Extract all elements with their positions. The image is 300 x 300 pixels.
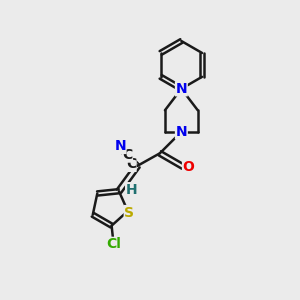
Text: O: O	[183, 160, 194, 174]
Text: N: N	[176, 82, 187, 96]
Text: C: C	[122, 148, 132, 162]
Text: H: H	[126, 183, 137, 197]
Text: Cl: Cl	[106, 237, 121, 251]
Text: S: S	[124, 206, 134, 220]
Text: C: C	[126, 157, 136, 171]
Text: N: N	[114, 140, 126, 153]
Text: N: N	[176, 125, 187, 139]
